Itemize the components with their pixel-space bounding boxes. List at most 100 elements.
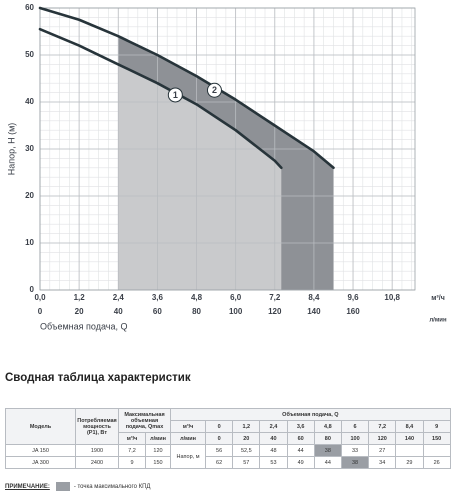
table-cell: 9 (118, 456, 146, 469)
head-cell (395, 444, 424, 457)
flow-cell: 140 (395, 432, 424, 445)
head-cell (422, 444, 451, 457)
x-tick-label: 8,4 (308, 293, 320, 302)
curve-number: 2 (212, 85, 217, 95)
chart: 0,0 1,2 2,4 3,6 4,8 6,0 7,2 8,4 9,6 10,80 20 40 60 80… (6, 3, 447, 331)
head-cell: 56 (205, 444, 234, 457)
table-row: JA 150 1900 7,2 120 Напор, м 56 52,5 48 44 38 33 27 (5, 444, 451, 469)
flow-cell: 20 (232, 432, 261, 445)
unit-cell: м³/ч (118, 432, 146, 445)
head-cell: 48 (259, 444, 288, 457)
y-axis-title: Напор, H (м) (6, 123, 16, 176)
y-tick-label: 0 (30, 285, 35, 294)
head-cell: 27 (368, 444, 397, 457)
plot-border (39, 7, 416, 291)
x2-tick-label: 160 (346, 307, 360, 316)
flow-cell: 100 (340, 432, 370, 445)
x2-tick-label: 20 (75, 307, 84, 316)
table-cell: 120 (144, 444, 172, 457)
x-unit: м³/ч (431, 295, 445, 302)
flow-cell: 2,4 (259, 420, 288, 433)
head-cell: 52,5 (232, 444, 261, 457)
flow-cell: 0 (205, 432, 234, 445)
header-cell: Максимальная объемная подача, Qmax (117, 408, 172, 433)
x2-unit: л/мин (429, 318, 447, 324)
flow-cell: 7,2 (368, 420, 397, 433)
table-row: м³/ч л/мин л/мин 0 20 40 60 80 100 120 140 150 (6, 432, 451, 445)
flow-cell: 6 (340, 420, 370, 433)
x2-tick-label: 60 (153, 307, 162, 316)
y-tick-label: 50 (25, 50, 34, 59)
x-tick-label: 10,8 (384, 293, 400, 302)
y-tick-label: 30 (25, 144, 34, 153)
flow-cell: 4,8 (313, 420, 342, 433)
x-tick-label: 7,2 (269, 293, 281, 302)
x-tick-label: 9,6 (347, 293, 359, 302)
head-cell: 49 (286, 456, 315, 469)
header-cell: Потребляемая мощность (P1), Вт (75, 408, 119, 445)
flow-cell: 9 (422, 420, 451, 433)
header-cell: Объемная подача, Q (170, 408, 451, 421)
x-tick-label: 0,0 (34, 293, 46, 302)
head-cell: 44 (286, 444, 315, 457)
x-tick-label: 1,2 (74, 293, 86, 302)
flow-cell: 3,6 (286, 420, 315, 433)
head-cell: 29 (395, 456, 424, 469)
head-cell: 57 (232, 456, 261, 469)
x2-tick-label: 100 (229, 307, 243, 316)
table-cell: 7,2 (118, 444, 146, 457)
head-cell: 62 (205, 456, 234, 469)
table-title: Сводная таблица характеристик (5, 372, 191, 384)
table-cell: 1900 (75, 444, 119, 457)
flow-cell: 80 (313, 432, 342, 445)
header-cell: Модель (5, 408, 76, 445)
head-cell: 34 (368, 456, 397, 469)
head-cell: 44 (313, 456, 342, 469)
header-cell: Напор, м (170, 444, 207, 469)
y-tick-label: 10 (25, 238, 34, 247)
table-cell: 150 (144, 456, 172, 469)
note-label: ПРИМЕЧАНИЕ: (5, 483, 50, 490)
efficiency-zone (118, 64, 282, 291)
table-row: JA 300 2400 9 150 62 57 53 49 44 38 34 29 26 (5, 456, 451, 469)
note-swatch (55, 482, 70, 491)
flow-cell: 40 (259, 432, 288, 445)
y-tick-label: 60 (25, 3, 34, 12)
summary-table: Модель Потребляемая мощность (P1), Вт Макс… (5, 408, 451, 469)
x-axis-title: Объемная подача, Q (40, 321, 127, 331)
x-tick-label: 6,0 (230, 293, 242, 302)
head-cell: 33 (340, 444, 370, 457)
unit-cell: л/мин (144, 432, 172, 445)
table-row: Модель Потребляемая мощность (P1), Вт Макс… (5, 408, 451, 445)
curve-number: 1 (173, 90, 178, 100)
x-tick-label: 2,4 (113, 293, 125, 302)
x-tick-label: 4,8 (191, 293, 203, 302)
curve-marker (167, 87, 183, 103)
curve-marker (206, 82, 222, 98)
model-cell: JA 300 (5, 456, 76, 469)
x2-tick-label: 120 (268, 307, 282, 316)
flow-cell: 8,4 (395, 420, 424, 433)
flow-cell: 150 (422, 432, 451, 445)
flow-cell: 0 (205, 420, 234, 433)
flow-cell: 1,2 (232, 420, 261, 433)
x-tick-label: 3,6 (152, 293, 164, 302)
x2-tick-label: 80 (192, 307, 201, 316)
note: ПРИМЕЧАНИЕ: - точка максимального КПД (5, 482, 150, 491)
table-cell: 2400 (75, 456, 119, 469)
x2-tick-label: 40 (114, 307, 123, 316)
y-tick-label: 20 (25, 191, 34, 200)
flow-cell: 120 (368, 432, 397, 445)
head-cell: 38 (313, 444, 342, 457)
model-cell: JA 150 (5, 444, 76, 457)
unit-cell: л/мин (170, 432, 207, 445)
x2-tick-label: 140 (307, 307, 321, 316)
pump-curve (38, 6, 335, 170)
head-cell: 26 (422, 456, 451, 469)
x2-tick-label: 0 (38, 307, 43, 316)
note-text: - точка максимального КПД (73, 483, 151, 490)
head-cell: 53 (259, 456, 288, 469)
head-cell: 38 (340, 456, 370, 469)
unit-cell: м³/ч (170, 420, 207, 433)
